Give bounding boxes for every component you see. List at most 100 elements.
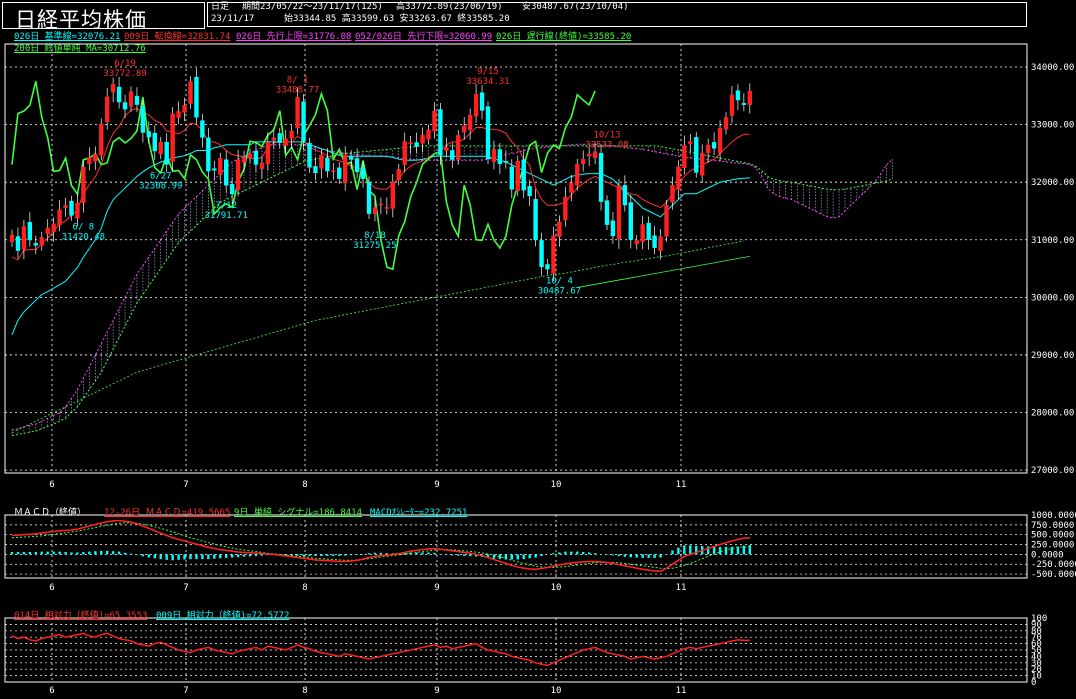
candle-body — [337, 167, 342, 179]
price-annotation-date: 6/27 — [150, 171, 172, 181]
price-annotation-date: 8/ 1 — [287, 75, 309, 85]
candle-body — [723, 117, 729, 130]
candle-body — [545, 264, 550, 270]
candle-body — [652, 235, 657, 248]
candle-body — [473, 93, 479, 117]
x-tick-label: 10 — [551, 686, 562, 696]
price-tick-label: 33000.00 — [1031, 121, 1074, 131]
candle-body — [700, 153, 705, 176]
candle-body — [301, 101, 306, 142]
candle-body — [450, 150, 455, 160]
price-tick-label: 34000.00 — [1031, 63, 1074, 73]
price-annotation-date: 10/ 4 — [546, 276, 573, 286]
candle-body — [396, 169, 401, 181]
price-annotation-date: 8/18 — [364, 231, 386, 241]
senkou-a-line — [11, 143, 893, 431]
candle-body — [456, 135, 461, 160]
price-annotation-date: 9/15 — [477, 67, 499, 77]
candle-body — [432, 110, 437, 132]
candle-body — [521, 159, 526, 191]
candle-body — [444, 147, 449, 151]
candle-body — [735, 90, 741, 101]
rsi-tick-label: 40 — [1031, 652, 1042, 662]
candle-body — [616, 185, 622, 240]
candle-body — [551, 235, 556, 274]
candle-body — [313, 166, 318, 173]
x-tick-label: 9 — [434, 480, 439, 490]
macd-legend: ＭＡＣＤ（終値） 12-26日 ＭＡＣＤ=419.5665 9日 単純 シグナル… — [0, 505, 1030, 518]
candle-body — [622, 185, 628, 206]
candle-body — [384, 207, 390, 209]
candle-body — [705, 145, 711, 154]
chart-title-box: 日経平均株価 — [2, 2, 205, 32]
macd-tick-label: -250.0000 — [1031, 560, 1076, 570]
price-annotation-value: 31791.71 — [205, 211, 248, 221]
candle-body — [372, 207, 378, 214]
candle-body — [176, 111, 181, 118]
candle-body — [200, 120, 205, 138]
candle-body — [563, 196, 568, 221]
indicator-legend: 026日 基準線=32076.21 009日 転換線=32831.74 026日… — [0, 29, 1030, 54]
legend-rsi9: 009日 相対力（終値)=72.5772 — [156, 611, 290, 621]
candle-body — [485, 106, 491, 160]
candle-body — [438, 109, 443, 156]
x-tick-label: 7 — [183, 480, 188, 490]
candle-body — [134, 95, 140, 105]
candle-body — [45, 227, 50, 235]
candle-body — [539, 240, 544, 268]
candle-body — [247, 153, 253, 159]
candle-body — [93, 153, 98, 162]
candle-body — [586, 153, 592, 157]
candle-body — [640, 224, 645, 242]
latest-date: 23/11/17 — [211, 14, 255, 24]
candle-body — [277, 133, 282, 143]
candle-body — [325, 157, 330, 172]
candle-body — [604, 200, 610, 225]
candle-body — [224, 159, 229, 186]
x-tick-label: 11 — [676, 686, 687, 696]
candle-body — [694, 137, 699, 173]
legend-osc: MACDｵｼﾚｰﾀｰ=232.7251 — [370, 508, 468, 518]
legend-tenkan: 009日 転換線=32831.74 — [124, 32, 231, 42]
candle-body — [408, 142, 413, 145]
macd-panel-frame — [4, 514, 1028, 579]
candle-body — [122, 102, 128, 110]
candle-body — [158, 142, 163, 155]
candle-body — [598, 152, 604, 202]
period-low: 安30487.67(23/10/04) — [522, 2, 629, 12]
header-info: 日足 期間23/05/22～23/11/17(125) 高33772.89(23… — [207, 2, 1027, 27]
rsi-tick-label: 70 — [1031, 633, 1042, 643]
price-panel-frame — [4, 43, 1028, 474]
candle-body — [479, 92, 485, 111]
candle-body — [81, 166, 86, 203]
candle-body — [331, 170, 336, 172]
candle-body — [575, 164, 580, 186]
x-tick-label: 11 — [676, 480, 687, 490]
candle-body — [741, 103, 747, 105]
candle-body — [188, 81, 193, 104]
candle-body — [206, 137, 211, 172]
period-type: 日足 — [211, 2, 230, 12]
x-tick-label: 6 — [49, 583, 54, 593]
price-tick-label: 31000.00 — [1031, 236, 1074, 246]
legend-kijun: 026日 基準線=32076.21 — [14, 32, 121, 42]
rsi-tick-label: 50 — [1031, 646, 1042, 656]
rsi-tick-label: 20 — [1031, 665, 1042, 675]
candle-body — [265, 141, 271, 165]
price-annotation-value: 30487.67 — [538, 286, 581, 296]
rsi-tick-label: 80 — [1031, 627, 1042, 637]
price-annotation-value: 33488.77 — [276, 85, 319, 95]
candle-body — [527, 186, 532, 197]
candle-body — [426, 129, 431, 140]
rsi14-line — [11, 632, 750, 667]
candle-body — [51, 223, 56, 233]
x-tick-label: 6 — [49, 686, 54, 696]
candle-body — [229, 184, 235, 195]
candle-body — [218, 158, 223, 175]
candle-body — [711, 142, 717, 149]
candle-body — [194, 76, 199, 118]
candle-body — [664, 205, 669, 237]
candle-body — [241, 158, 247, 163]
x-tick-label: 7 — [183, 583, 188, 593]
candle-body — [360, 167, 366, 179]
